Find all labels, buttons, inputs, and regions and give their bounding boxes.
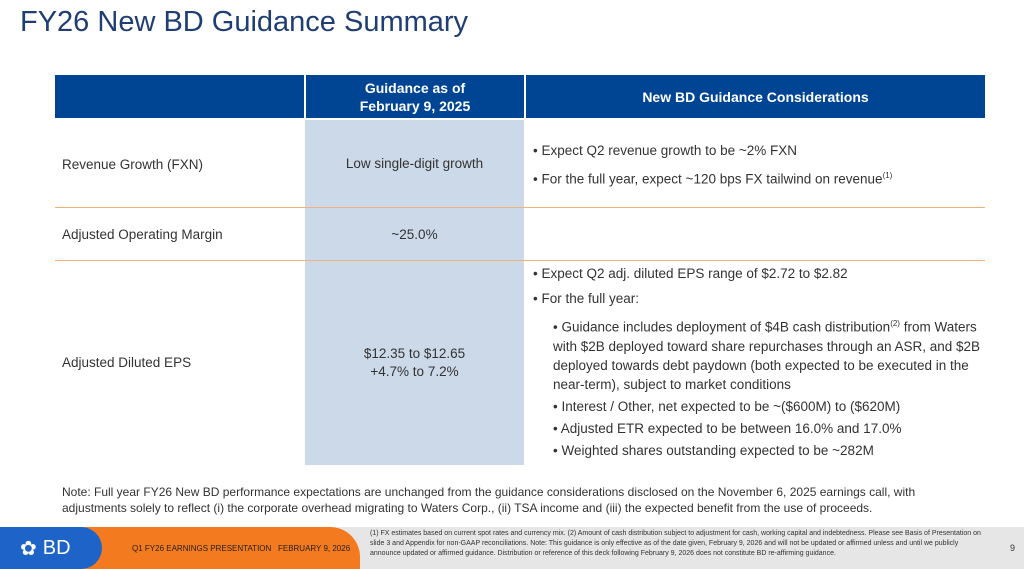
page-number: 9	[1010, 543, 1016, 553]
presentation-label: Q1 FY26 EARNINGS PRESENTATION FEBRUARY 9…	[132, 544, 350, 553]
header-blank	[55, 75, 304, 118]
sub-bullet: Adjusted ETR expected to be between 16.0…	[560, 420, 902, 436]
presentation-date: FEBRUARY 9, 2026	[277, 544, 351, 553]
row-separator	[55, 260, 985, 261]
footer-orange-band	[60, 527, 360, 569]
row-considerations: • Expect Q2 adj. diluted EPS range of $2…	[533, 266, 981, 458]
page-title: FY26 New BD Guidance Summary	[20, 6, 469, 38]
guidance-column-shade	[305, 120, 524, 465]
row-guidance: Low single-digit growth	[345, 156, 484, 171]
sub-bullet: Weighted shares outstanding expected to …	[561, 442, 874, 458]
footnote-ref: (1)	[882, 171, 893, 180]
eps-range: $12.35 to $12.65	[363, 346, 466, 361]
bullet: For the full year:	[541, 291, 640, 306]
logo-text: BD	[42, 536, 71, 559]
bullet: For the full year, expect ~120 bps FX ta…	[541, 171, 883, 187]
header-guidance: Guidance as of February 9, 2025	[306, 75, 524, 118]
footer: ✿ BD Q1 FY26 EARNINGS PRESENTATION FEBRUA…	[0, 527, 1024, 569]
bullet: Expect Q2 revenue growth to be ~2% FXN	[541, 143, 797, 158]
bd-logo-icon: ✿	[20, 537, 37, 560]
sub-bullet-cont: from Waters with $2B deployed toward sha…	[553, 319, 981, 392]
bd-logo: ✿ BD	[0, 527, 102, 569]
row-label: Adjusted Operating Margin	[62, 227, 223, 242]
note: Note: Full year FY26 New BD performance …	[62, 485, 916, 515]
footnote-ref: (2)	[890, 319, 900, 328]
row-label: Adjusted Diluted EPS	[62, 355, 192, 370]
header-considerations: New BD Guidance Considerations	[526, 75, 985, 118]
presentation-name: Q1 FY26 EARNINGS PRESENTATION	[132, 544, 272, 553]
sub-bullet: Guidance includes deployment of $4B cash…	[561, 319, 891, 335]
row-considerations: • Expect Q2 revenue growth to be ~2% FXN…	[533, 143, 893, 187]
disclaimer: (1) FX estimates based on current spot r…	[370, 530, 981, 557]
eps-growth: +4.7% to 7.2%	[370, 364, 459, 379]
row-separator	[55, 207, 985, 208]
sub-bullet: Interest / Other, net expected to be ~($…	[561, 398, 901, 414]
bullet: Expect Q2 adj. diluted EPS range of $2.7…	[541, 266, 848, 281]
row-guidance: $12.35 to $12.65 +4.7% to 7.2%	[305, 345, 524, 381]
row-guidance: ~25.0%	[391, 227, 438, 242]
row-label: Revenue Growth (FXN)	[62, 157, 204, 172]
